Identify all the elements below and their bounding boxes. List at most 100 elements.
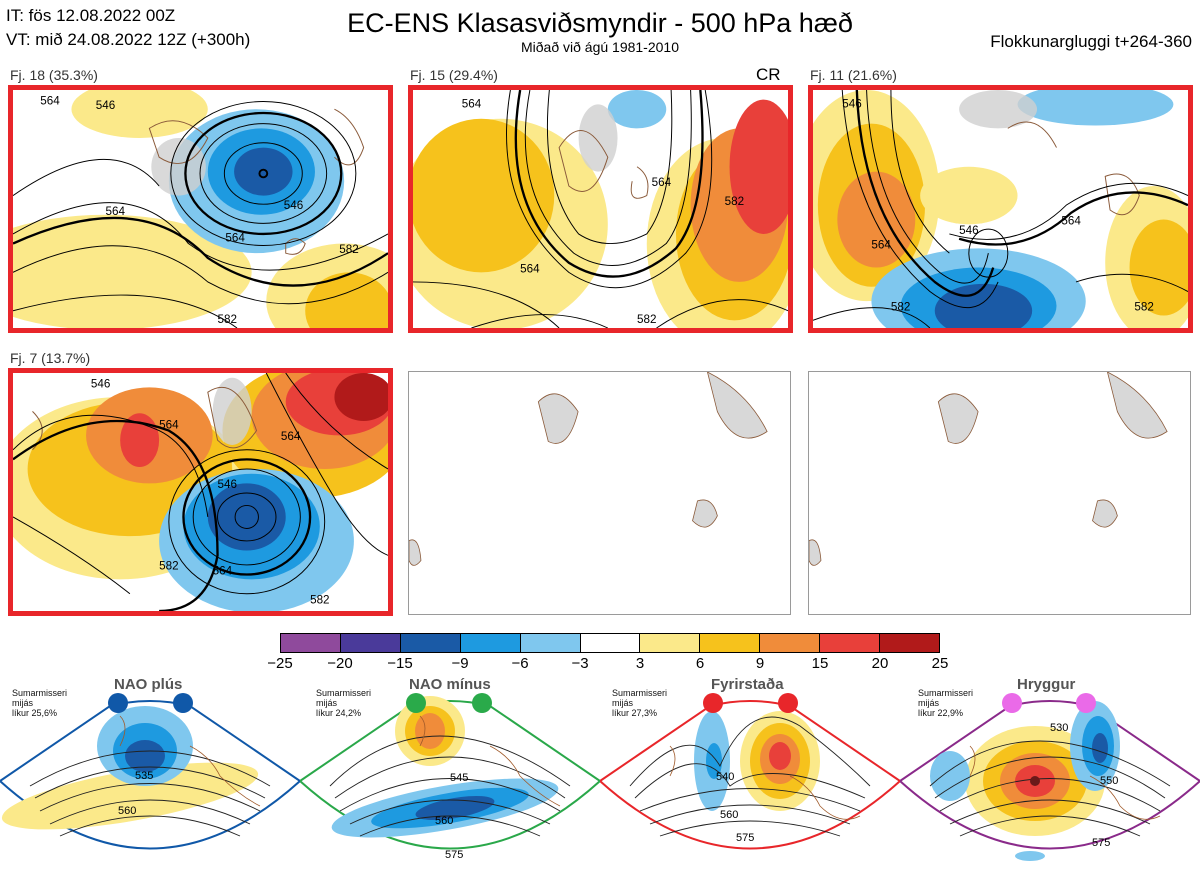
coastlines (809, 372, 1168, 566)
regime-contour-label: 575 (1092, 837, 1110, 849)
regime-ridge: 530 550 575 (898, 676, 1200, 871)
colorbar-tick-label: −3 (571, 655, 589, 672)
height-contours (13, 101, 388, 328)
coastlines (558, 130, 649, 199)
regime-contour-label: 540 (716, 771, 734, 783)
colorbar-tick-label: −20 (327, 655, 353, 672)
valid-time: VT: mið 24.08.2022 12Z (+300h) (6, 30, 251, 49)
contour-label: 564 (462, 97, 482, 110)
colorbar-swatch (760, 634, 821, 652)
contour-label: 564 (281, 430, 301, 443)
thick-contours (855, 90, 1188, 297)
low-center-marker (258, 168, 269, 179)
panel-3-label: Fj. 11 (21.6%) (810, 67, 897, 83)
empty-map-6 (808, 371, 1191, 615)
regime-contours (929, 740, 1171, 837)
colorbar-tick-label: −9 (451, 655, 469, 672)
page-subtitle: Miðað við ágú 1981-2010 (520, 39, 679, 55)
colorbar-swatch (281, 634, 341, 652)
contour-label: 546 (284, 199, 303, 212)
regime-nao-plus: 535 560 (0, 676, 302, 871)
colorbar-swatch (460, 634, 521, 652)
contour-label: 564 (871, 238, 891, 251)
colorbar-swatch (400, 634, 461, 652)
contour-label: 582 (310, 593, 329, 606)
contour-label: 582 (159, 560, 178, 573)
regime-dot-2 (472, 693, 492, 713)
colorbar-tick-label: 20 (871, 655, 889, 672)
empty-map-5 (408, 371, 791, 615)
cluster-map-2: 564 564 564 582 582 (408, 85, 793, 333)
panel-1-label: Fj. 18 (35.3%) (10, 67, 98, 83)
regime-contour-label: 535 (135, 770, 153, 782)
colorbar-swatch (700, 634, 761, 652)
anomaly-colorbar (280, 633, 940, 653)
low-center-marker (234, 504, 259, 529)
contour-label: 564 (106, 205, 126, 218)
colorbar-swatch (520, 634, 581, 652)
colorbar-tick-label: 25 (931, 655, 949, 672)
coastlines (409, 372, 768, 566)
contour-label: 546 (96, 99, 115, 112)
regime-name: NAO plús (114, 676, 183, 693)
cluster-map-1: 564 546 564 582 564 546 582 (8, 85, 393, 333)
regime-meta: Sumarmisseri mijás líkur 22,9% (918, 688, 974, 718)
cluster-map-3: 546 564 546 564 582 582 (808, 85, 1193, 333)
contour-label: 582 (1134, 301, 1153, 314)
regime-dot-1 (1002, 693, 1022, 713)
colorbar-tick-label: 3 (635, 655, 645, 672)
regime-dot-2 (1076, 693, 1096, 713)
cluster-map-4: 546 564 564 546 582 564 582 (8, 368, 393, 616)
colorbar-swatch (640, 634, 701, 652)
regime-dot-1 (703, 693, 723, 713)
height-contours (413, 90, 788, 328)
coastlines (32, 387, 258, 451)
thick-contours (13, 111, 388, 287)
coastlines (148, 108, 365, 255)
contour-label: 546 (218, 478, 237, 491)
colorbar-tick-label: 15 (811, 655, 829, 672)
colorbar-swatch (820, 634, 881, 652)
regime-contour-label: 530 (1050, 722, 1068, 734)
contour-label: 564 (652, 176, 672, 189)
contour-label: 564 (213, 565, 233, 578)
regime-contour-label: 550 (1100, 775, 1118, 787)
contour-label: 546 (959, 224, 978, 237)
contour-label: 546 (842, 97, 861, 110)
contour-label: 582 (339, 243, 358, 256)
colorbar-tick-label: 9 (755, 655, 765, 672)
contour-label: 546 (91, 377, 110, 390)
contour-label: 564 (40, 94, 60, 107)
contour-label: 582 (637, 313, 656, 326)
colorbar-swatch (880, 634, 939, 652)
regime-name: Hryggur (1017, 676, 1076, 693)
panel-2-cr-label: CR (756, 65, 781, 84)
contour-label: 564 (159, 419, 179, 432)
regime-contour-label: 560 (720, 809, 738, 821)
regime-center-marker (1030, 776, 1040, 786)
regime-nao-minus: 545 560 575 (298, 676, 602, 871)
regime-dot-2 (173, 693, 193, 713)
contour-label: 582 (891, 301, 910, 314)
anomaly-fill (13, 373, 388, 611)
regime-contours (29, 750, 271, 837)
regime-meta: Sumarmisseri mijás líkur 25,6% (12, 688, 68, 718)
colorbar-swatch (580, 634, 641, 652)
regime-contour-label: 575 (736, 832, 754, 844)
thick-contours (13, 419, 312, 611)
regime-dot-2 (778, 693, 798, 713)
classification-window: Flokkunargluggi t+264-360 (990, 32, 1192, 51)
colorbar-tick-label: −6 (511, 655, 529, 672)
regime-contour-label: 575 (445, 849, 463, 861)
regime-contour-label: 545 (450, 772, 468, 784)
regime-contour-label: 560 (435, 815, 453, 827)
header-times: IT: fös 12.08.2022 00Z VT: mið 24.08.202… (6, 4, 250, 52)
regime-contour-label: 560 (118, 805, 136, 817)
height-contours (13, 373, 388, 595)
regime-coastlines (119, 715, 261, 807)
regime-meta: Sumarmisseri mijás líkur 24,2% (316, 688, 372, 718)
issue-time: IT: fös 12.08.2022 00Z (6, 6, 176, 25)
regime-coastlines (419, 715, 561, 807)
regime-contours (329, 735, 571, 837)
regime-anomaly-positive (1, 762, 259, 830)
